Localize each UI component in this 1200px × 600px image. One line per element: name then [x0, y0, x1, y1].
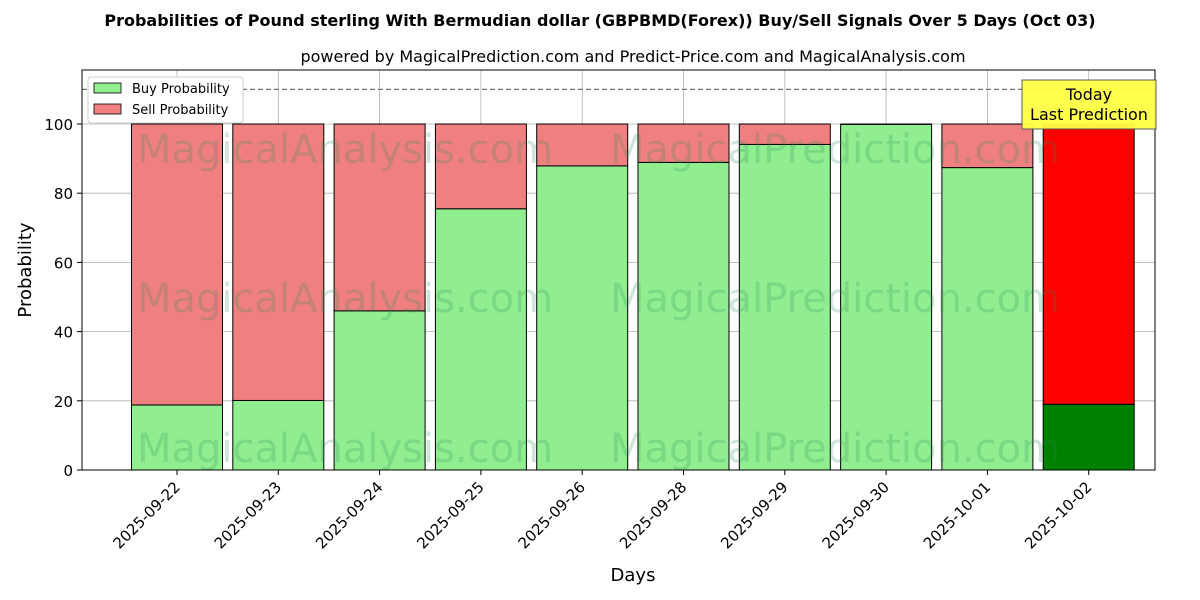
watermark: MagicalPrediction.com	[610, 127, 1060, 173]
watermark: MagicalAnalysis.com	[137, 426, 553, 472]
buy-bar	[840, 123, 933, 471]
watermark: MagicalAnalysis.com	[137, 127, 553, 173]
sell-bar	[941, 123, 1034, 169]
x-tick-label: 2025-09-23	[211, 478, 285, 552]
y-tick-label: 80	[54, 185, 73, 203]
sell-bar	[1042, 123, 1135, 405]
x-tick-label: 2025-09-25	[413, 478, 487, 552]
x-tick-label: 2025-10-02	[1021, 478, 1095, 552]
buy-bar	[434, 208, 527, 471]
y-tick-label: 20	[54, 393, 73, 411]
sell-bar	[333, 123, 426, 312]
sell-bar	[131, 123, 223, 406]
chart-title: Probabilities of Pound sterling With Ber…	[104, 11, 1095, 30]
annotation-line1: Today	[1065, 85, 1112, 104]
buy-bar	[536, 165, 629, 471]
x-tick-label: 2025-09-24	[312, 478, 386, 552]
watermark: MagicalPrediction.com	[610, 276, 1060, 322]
x-tick-label: 2025-09-28	[616, 478, 690, 552]
x-tick-label: 2025-09-30	[819, 478, 893, 552]
x-axis-label: Days	[611, 565, 656, 586]
sell-bar	[232, 123, 325, 401]
buy-bar	[637, 161, 730, 471]
today-annotation: Today Last Prediction	[1021, 79, 1157, 130]
x-tick-label: 2025-09-29	[717, 478, 791, 552]
chart-subtitle: powered by MagicalPrediction.com and Pre…	[300, 47, 965, 66]
sell-bar	[536, 123, 629, 167]
buy-bar	[333, 310, 426, 471]
sell-bar	[637, 123, 730, 163]
plot-frame	[81, 69, 1156, 471]
y-tick-label: 0	[63, 462, 73, 480]
x-tick-label: 2025-10-01	[920, 478, 994, 552]
annotation-line2: Last Prediction	[1030, 105, 1148, 124]
legend-label-sell: Sell Probability	[132, 103, 229, 118]
y-tick-label: 100	[44, 116, 73, 134]
sell-bar	[434, 123, 527, 210]
y-tick-label: 40	[54, 324, 73, 342]
legend-swatch-buy	[93, 82, 122, 94]
legend-label-buy: Buy Probability	[132, 82, 230, 97]
legend: Buy Probability Sell Probability	[87, 76, 244, 124]
watermark: MagicalPrediction.com	[610, 426, 1060, 472]
buy-bar	[738, 143, 831, 471]
legend-swatch-sell	[93, 103, 122, 115]
y-axis-label: Probability	[15, 222, 36, 317]
sell-bar	[738, 123, 831, 145]
watermark: MagicalAnalysis.com	[137, 276, 553, 322]
x-tick-label: 2025-09-22	[109, 478, 183, 552]
y-tick-label: 60	[54, 254, 73, 272]
buy-bar	[1042, 403, 1135, 471]
x-tick-label: 2025-09-26	[515, 478, 589, 552]
